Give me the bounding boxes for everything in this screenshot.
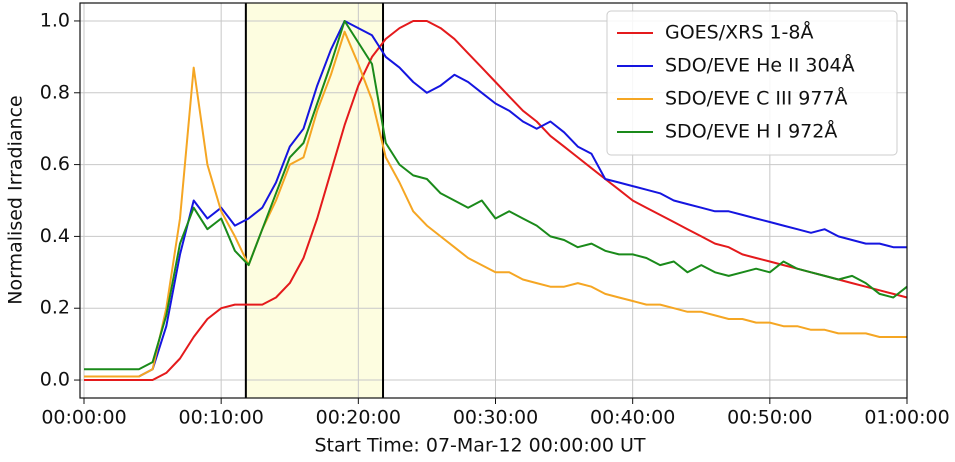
y-tick-label: 0.8 <box>40 81 70 103</box>
y-tick-label: 0.4 <box>40 225 70 247</box>
x-tick-label: 00:10:00 <box>178 407 263 429</box>
series-line <box>84 20 907 378</box>
legend-label: SDO/EVE C III 977Å <box>665 87 848 110</box>
series-line <box>84 20 908 381</box>
x-tick-label: 01:00:00 <box>864 407 949 429</box>
x-tick-label: 00:20:00 <box>316 407 401 429</box>
x-tick-label: 00:00:00 <box>41 407 126 429</box>
series-line <box>84 20 908 371</box>
y-tick-label: 0.6 <box>40 153 70 175</box>
series-line <box>84 30 907 378</box>
y-axis-label: Normalised Irradiance <box>5 95 27 304</box>
y-tick-label: 1.0 <box>40 9 70 31</box>
y-tick-label: 0.0 <box>40 369 70 391</box>
x-axis-label: Start Time: 07-Mar-12 00:00:00 UT <box>314 435 645 457</box>
y-tick-label: 0.2 <box>40 297 70 319</box>
x-tick-label: 00:40:00 <box>590 407 675 429</box>
x-tick-label: 00:30:00 <box>453 407 538 429</box>
legend-label: SDO/EVE He II 304Å <box>665 54 855 77</box>
legend-label: SDO/EVE H I 972Å <box>665 120 837 143</box>
x-tick-label: 00:50:00 <box>727 407 812 429</box>
legend-box <box>606 10 898 156</box>
plot-frame <box>79 2 908 399</box>
legend-label: GOES/XRS 1-8Å <box>665 21 814 44</box>
